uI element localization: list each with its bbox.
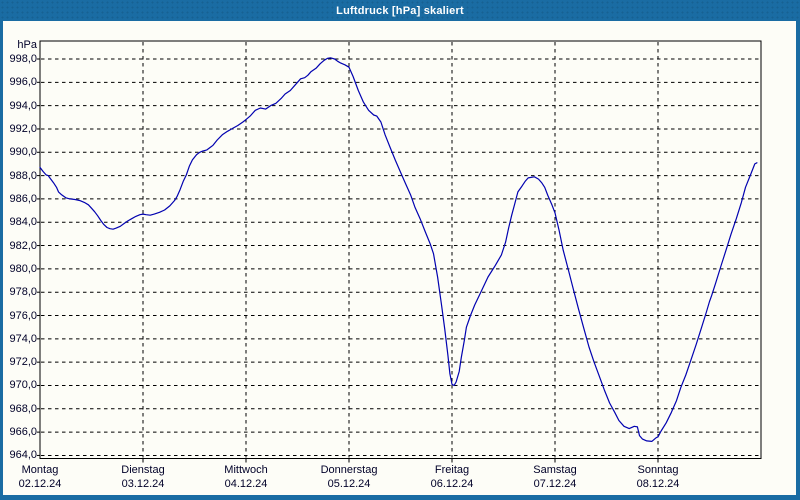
day-label: Sonntag xyxy=(637,464,679,476)
day-label: Montag xyxy=(21,464,59,476)
y-tick-label: 986,0 xyxy=(9,192,37,205)
y-tick-label: 984,0 xyxy=(9,216,37,229)
date-label: 05.12.24 xyxy=(327,478,371,490)
y-tick-label: 998,0 xyxy=(9,53,37,65)
y-tick-label: 978,0 xyxy=(9,286,37,299)
window-border-left xyxy=(0,21,3,500)
day-label: Dienstag xyxy=(121,464,165,476)
day-label: Freitag xyxy=(434,464,470,476)
day-label: Mittwoch xyxy=(224,464,268,476)
date-label: 02.12.24 xyxy=(18,478,62,490)
y-tick-label: 980,0 xyxy=(9,262,37,275)
y-tick-label: 966,0 xyxy=(9,426,37,439)
y-tick-label: 970,0 xyxy=(9,379,37,392)
y-axis-unit-label: hPa xyxy=(17,39,37,51)
date-label: 06.12.24 xyxy=(430,478,474,490)
y-tick-label: 988,0 xyxy=(9,169,37,182)
pressure-series-line xyxy=(39,57,758,442)
y-tick-label: 964,0 xyxy=(9,449,37,462)
window-border-bottom xyxy=(0,495,800,500)
y-tick-label: 994,0 xyxy=(9,99,37,112)
y-tick-label: 990,0 xyxy=(9,146,37,159)
title-bar: Luftdruck [hPa] skaliert xyxy=(0,0,800,21)
y-tick-label: 996,0 xyxy=(9,76,37,89)
day-label: Samstag xyxy=(533,464,577,476)
y-tick-label: 992,0 xyxy=(9,122,37,135)
plot-border xyxy=(39,40,762,459)
y-tick-label: 982,0 xyxy=(9,239,37,252)
y-tick-label: 976,0 xyxy=(9,309,37,322)
y-tick-label: 974,0 xyxy=(9,332,37,345)
day-label: Donnerstag xyxy=(320,464,378,476)
y-tick-label: 972,0 xyxy=(9,356,37,369)
date-label: 08.12.24 xyxy=(636,478,680,490)
window-border-right xyxy=(796,21,800,500)
window-title: Luftdruck [hPa] skaliert xyxy=(336,4,464,17)
date-label: 03.12.24 xyxy=(121,478,165,490)
date-label: 07.12.24 xyxy=(533,478,577,490)
date-label: 04.12.24 xyxy=(224,478,268,490)
y-tick-label: 968,0 xyxy=(9,402,37,415)
